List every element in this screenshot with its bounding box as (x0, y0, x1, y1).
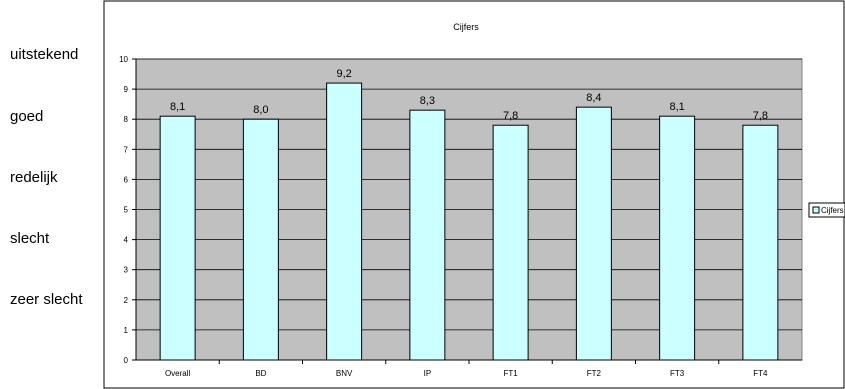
x-tick-label: FT4 (753, 369, 768, 378)
bar-ft3 (659, 115, 696, 361)
x-tick-label: BD (255, 369, 266, 378)
bar-bnv (326, 82, 363, 361)
data-label: 8,0 (253, 104, 268, 116)
side-label-redelijk: redelijk (10, 169, 58, 186)
data-label: 8,1 (170, 101, 185, 113)
y-tick-label: 5 (124, 206, 129, 215)
x-tick-label: Overall (165, 369, 191, 378)
data-label: 8,4 (586, 92, 601, 104)
bar-ft1 (492, 124, 529, 361)
y-tick-label: 9 (124, 85, 129, 94)
legend-label: Cijfers (821, 206, 844, 215)
y-tick-label: 8 (124, 115, 129, 124)
x-tick-label: FT2 (587, 369, 602, 378)
data-label: 8,1 (669, 101, 684, 113)
y-tick-label: 7 (124, 145, 129, 154)
chart-title: Cijfers (453, 22, 479, 32)
side-label-slecht: slecht (10, 230, 50, 247)
side-label-uitstekend: uitstekend (10, 46, 79, 63)
data-label: 8,3 (420, 95, 435, 107)
side-scale: uitstekend goed redelijk slecht zeer sle… (0, 0, 110, 389)
y-tick-label: 10 (119, 55, 128, 64)
bar-ft4 (742, 124, 779, 361)
x-tick-label: IP (424, 369, 432, 378)
bar-ft2 (575, 106, 612, 361)
data-label: 7,8 (503, 110, 518, 122)
bar-ip (409, 109, 446, 361)
side-label-goed: goed (10, 108, 44, 125)
x-tick-label: FT1 (504, 369, 519, 378)
y-tick-label: 2 (124, 296, 129, 305)
y-tick-label: 0 (124, 356, 129, 365)
side-label-zeer-slecht: zeer slecht (10, 291, 83, 308)
data-label: 7,8 (753, 110, 768, 122)
x-tick-label: BNV (336, 369, 353, 378)
y-tick-label: 1 (124, 326, 129, 335)
data-label: 9,2 (336, 68, 351, 80)
y-tick-label: 3 (124, 266, 129, 275)
y-tick-label: 6 (124, 175, 129, 184)
y-tick-label: 4 (124, 236, 129, 245)
legend-swatch (812, 206, 820, 214)
bar-overall (159, 115, 196, 361)
bar-bd (242, 118, 279, 361)
x-tick-label: FT3 (670, 369, 685, 378)
